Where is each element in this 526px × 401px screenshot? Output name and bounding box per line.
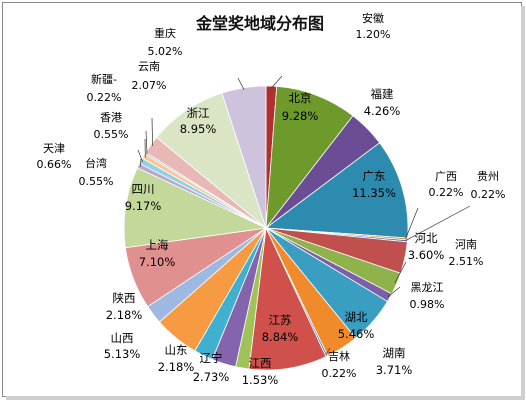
leader-line-25 [151,117,153,146]
leader-line-6 [405,205,471,242]
slice-name-label: 河南 [455,238,477,251]
leader-line-1 [271,75,283,89]
slice-percent-label: 11.35% [352,186,396,200]
slice-name-label: 安徽 [362,11,384,25]
slice-percent-label: 7.10% [139,255,176,269]
leader-line-24 [145,130,148,155]
slice-name-label: 江苏 [269,313,292,327]
slice-percent-label: 8.95% [180,122,217,136]
slice-name-label: 黑龙江 [411,281,444,294]
slice-percent-label: 3.60% [408,248,445,262]
slice-percent-label: 0.22% [429,186,464,199]
slice-name-label: 河北 [415,231,438,245]
slice-name-label: 上海 [146,238,169,252]
chart-title: 金堂奖地域分布图 [195,14,324,33]
leader-line-22 [137,149,143,162]
slice-percent-label: 1.20% [356,28,391,41]
pie-slice-26 [156,92,267,230]
pie-slice-2 [265,85,354,230]
slice-percent-label: 0.22% [87,91,122,104]
pie-slices [123,85,409,371]
slice-name-label: 湖北 [345,310,368,324]
slice-name-label: 广东 [363,169,386,183]
slice-percent-label: 8.84% [262,330,299,344]
frame-shadow-right [521,6,525,397]
leader-lines [137,75,471,355]
slice-name-label: 陕西 [113,291,136,305]
slice-name-label: 浙江 [187,106,210,120]
slice-percent-label: 0.55% [79,175,114,188]
slice-name-label: 云南 [138,60,160,73]
slice-percent-label: 2.73% [193,370,230,384]
slice-name-label: 江西 [249,356,272,370]
leader-line-27 [237,77,245,90]
slice-percent-label: 9.17% [125,199,162,213]
slice-name-label: 山东 [165,343,188,357]
slice-name-label: 广西 [435,170,457,183]
slice-percent-label: 0.55% [94,128,129,141]
slice-percent-label: 3.71% [376,363,413,377]
slice-name-label: 湖南 [383,346,406,360]
leader-line-5 [405,207,419,239]
slice-percent-label: 0.22% [322,367,357,380]
slice-name-label: 天津 [43,142,65,155]
slice-name-label: 四川 [132,182,155,196]
slice-percent-label: 5.02% [148,45,183,58]
slice-name-label: 香港 [100,111,122,124]
slice-labels: 安徽 1.20% 北京 9.28% 福建 4.26% 广东 11.35% 广西 0.22% 贵州 0.… [37,11,506,387]
slice-percent-label: 0.66% [37,158,72,171]
slice-name-label: 贵州 [477,170,499,183]
slice-name-label: 北京 [289,91,312,105]
slice-percent-label: 4.26% [364,104,401,118]
slice-name-label: 吉林 [328,349,350,363]
slice-name-label: 山西 [111,331,134,345]
slice-percent-label: 2.18% [106,308,143,322]
slice-percent-label: 2.07% [132,79,167,92]
slice-percent-label: 2.51% [449,255,484,268]
slice-name-label: 福建 [371,87,394,101]
slice-name-label: 重庆 [154,26,176,40]
leader-line-9 [387,286,401,297]
slice-percent-label: 5.46% [338,327,375,341]
slice-percent-label: 0.22% [471,188,506,201]
slice-percent-label: 1.53% [242,373,279,387]
slice-percent-label: 2.18% [158,360,195,374]
leader-line-8 [394,261,407,284]
pie-slice-20 [123,167,268,249]
leader-line-21 [139,158,142,167]
slice-percent-label: 5.13% [104,347,141,361]
leader-line-12 [325,347,331,355]
frame-shadow-bottom [6,396,525,400]
slice-name-label: 台湾 [85,156,107,170]
slice-name-label: 新疆- [91,72,117,86]
slice-percent-label: 9.28% [282,109,319,123]
pie-slice-27 [221,85,267,229]
slice-percent-label: 0.98% [410,298,445,311]
slice-name-label: 辽宁 [200,351,223,365]
